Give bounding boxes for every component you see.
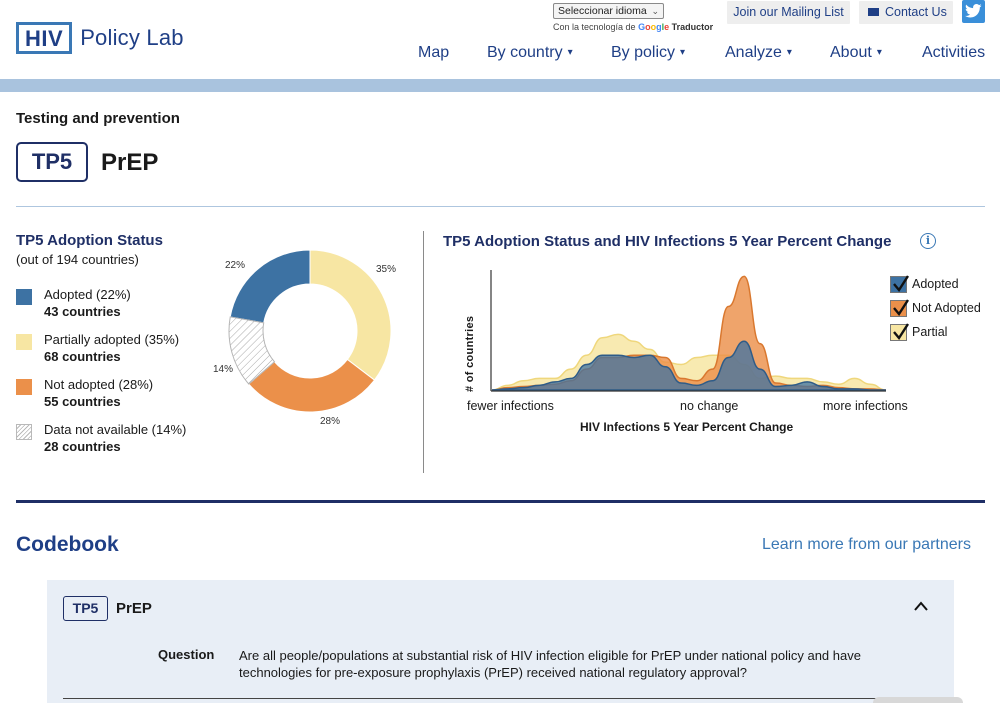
logo-text: Policy Lab <box>80 25 184 50</box>
legend-count: 43 countries <box>44 304 121 319</box>
codebook-item: TP5 PrEP Question Are all people/populat… <box>47 580 963 703</box>
twitter-button[interactable] <box>962 0 985 23</box>
series-label: Adopted <box>912 277 959 291</box>
checkbox[interactable] <box>890 275 910 293</box>
mailing-list-button[interactable]: Join our Mailing List <box>727 1 850 24</box>
donut-label-not-adopted: 28% <box>320 416 341 427</box>
legend-label: Adopted (22%) <box>44 287 131 302</box>
adoption-title: TP5 Adoption Status <box>16 232 163 249</box>
section-label: Testing and prevention <box>16 110 180 127</box>
envelope-icon <box>868 8 879 16</box>
logo-mark: HIV <box>16 22 73 54</box>
powered-prefix: Con la tecnología de <box>553 22 636 32</box>
nav-activities[interactable]: Activities <box>922 44 985 62</box>
area-series-adopted <box>491 340 886 391</box>
divider <box>16 206 985 207</box>
donut-label-adopted: 22% <box>225 260 246 271</box>
caret-down-icon: ▾ <box>786 47 792 58</box>
section-divider <box>16 500 985 503</box>
nav-by-policy-label: By policy <box>611 44 676 61</box>
codebook-item-name: PrEP <box>116 600 152 617</box>
trend-title: TP5 Adoption Status and HIV Infections 5… <box>443 233 892 250</box>
policy-name: PrEP <box>101 149 159 176</box>
series-label: Partial <box>912 325 948 339</box>
legend-swatch-adopted <box>16 289 32 305</box>
header-band <box>0 79 1000 92</box>
adoption-donut-chart <box>228 249 392 413</box>
google-logo: Google <box>638 22 670 32</box>
language-select-value: Seleccionar idioma <box>558 5 647 17</box>
panel-divider <box>423 231 424 473</box>
language-picker: Seleccionar idioma ⌄ Con la tecnología d… <box>553 3 713 32</box>
x-tick-label: no change <box>680 399 739 413</box>
nav-about-label: About <box>830 44 872 61</box>
language-select[interactable]: Seleccionar idioma ⌄ <box>553 3 664 19</box>
codebook-rule <box>63 698 903 699</box>
x-axis-label: HIV Infections 5 Year Percent Change <box>580 420 794 434</box>
chevron-up-icon[interactable] <box>913 600 929 612</box>
legend-swatch-partial <box>16 334 32 350</box>
y-axis-label: # of countries <box>464 315 476 392</box>
partners-link[interactable]: Learn more from our partners <box>762 536 971 553</box>
caret-down-icon: ▾ <box>680 47 686 58</box>
question-text: Are all people/populations at substantia… <box>239 648 861 680</box>
policy-code-badge: TP5 <box>16 142 88 182</box>
legend-label: Not adopted (28%) <box>44 377 154 392</box>
legend-label: Partially adopted (35%) <box>44 332 180 347</box>
legend-count: 68 countries <box>44 349 121 364</box>
codebook-code-badge: TP5 <box>63 596 108 621</box>
donut-slice-not-adopted[interactable] <box>248 358 376 413</box>
info-icon[interactable]: i <box>920 233 936 249</box>
donut-slice-no-data[interactable] <box>228 316 276 385</box>
contact-us-label: Contact Us <box>885 5 947 19</box>
trend-area-chart <box>490 270 887 392</box>
donut-slice-partial[interactable] <box>309 249 392 381</box>
donut-label-no-data: 14% <box>213 364 234 375</box>
site-logo[interactable]: HIV Policy Lab <box>16 22 184 54</box>
x-tick-label: fewer infections <box>467 399 554 413</box>
codebook-title: Codebook <box>16 533 119 556</box>
legend-count: 28 countries <box>44 439 121 454</box>
caret-down-icon: ▾ <box>567 47 573 58</box>
check-icon <box>893 299 910 317</box>
adoption-subtitle: (out of 194 countries) <box>16 252 139 267</box>
nav-map-label: Map <box>418 44 450 61</box>
caret-down-icon: ▾ <box>876 47 882 58</box>
contact-us-button[interactable]: Contact Us <box>859 1 953 24</box>
checkbox[interactable] <box>890 323 910 341</box>
x-tick-label: more infections <box>823 399 908 413</box>
legend-swatch-no-data <box>16 424 32 440</box>
nav-by-country[interactable]: By country ▾ <box>487 44 573 62</box>
series-label: Not Adopted <box>912 301 981 315</box>
check-icon <box>893 275 910 293</box>
powered-suffix: Traductor <box>671 22 714 32</box>
question-label: Question <box>158 647 215 662</box>
scroll-tab[interactable] <box>873 697 963 703</box>
check-icon <box>893 323 910 341</box>
donut-label-partial: 35% <box>376 264 397 275</box>
nav-activities-label: Activities <box>922 44 986 61</box>
legend-swatch-not-adopted <box>16 379 32 395</box>
google-translate-credit[interactable]: Con la tecnología de Google Traductor <box>553 22 713 32</box>
checkbox[interactable] <box>890 299 910 317</box>
nav-by-policy[interactable]: By policy ▾ <box>611 44 685 62</box>
chevron-down-icon: ⌄ <box>651 6 659 16</box>
nav-about[interactable]: About ▾ <box>830 44 882 62</box>
twitter-icon <box>965 4 982 18</box>
main-nav: Map By country ▾ By policy ▾ Analyze ▾ Abou… <box>0 44 1000 66</box>
nav-analyze-label: Analyze <box>725 44 782 61</box>
nav-map[interactable]: Map <box>418 44 449 62</box>
legend-count: 55 countries <box>44 394 121 409</box>
nav-by-country-label: By country <box>487 44 563 61</box>
legend-label: Data not available (14%) <box>44 422 187 437</box>
nav-analyze[interactable]: Analyze ▾ <box>725 44 792 62</box>
